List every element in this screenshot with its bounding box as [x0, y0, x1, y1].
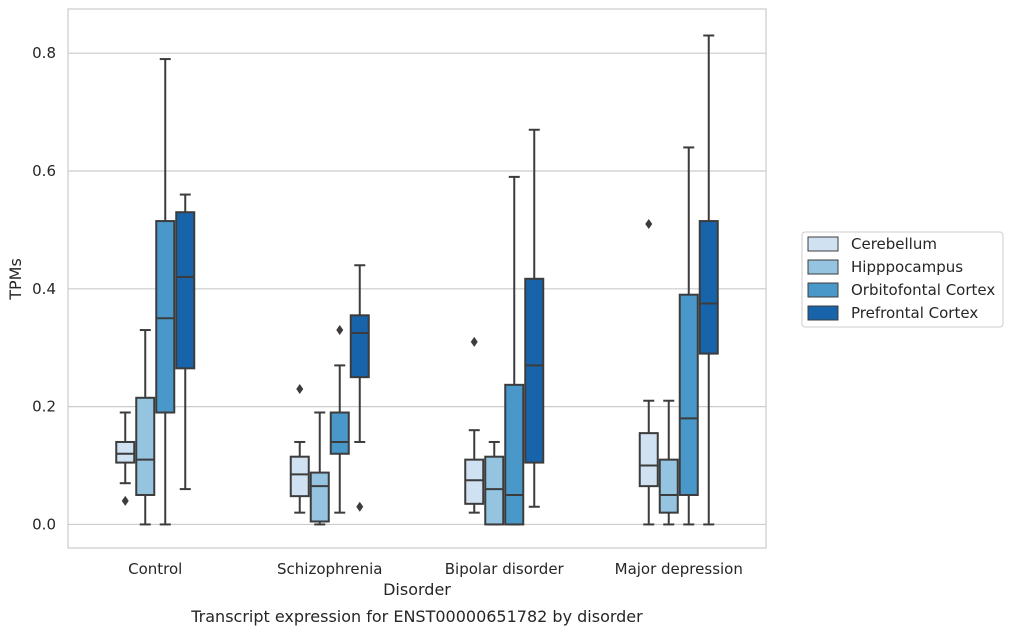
box	[504, 175, 525, 526]
x-tick-label: Major depression	[615, 560, 743, 578]
outlier-point	[645, 219, 653, 230]
box-body	[135, 396, 156, 496]
outlier-point	[356, 501, 364, 512]
box	[484, 440, 505, 526]
y-axis-label: TPMs	[6, 258, 25, 301]
box	[115, 411, 136, 506]
outlier-point	[336, 325, 344, 336]
legend-swatch	[807, 282, 839, 298]
box-body	[638, 432, 659, 488]
legend-entry: Prefrontal Cortex	[851, 304, 978, 322]
y-tick-label: 0.4	[32, 280, 56, 298]
x-axis-label: Disorder	[383, 580, 451, 599]
box-body	[175, 211, 196, 370]
box-body	[464, 458, 485, 505]
plot-frame	[67, 8, 767, 549]
box	[698, 34, 719, 526]
box-body	[155, 220, 176, 414]
box	[464, 336, 485, 514]
y-tick-label: 0.8	[32, 44, 56, 62]
legend-swatch	[807, 259, 839, 275]
legend-swatch	[807, 305, 839, 321]
legend-entry: Cerebellum	[851, 235, 937, 253]
outlier-point	[470, 336, 478, 347]
legend: Cerebellum Hipppocampus Orbitofontal Corte…	[801, 231, 1004, 328]
x-tick-label: Schizophrenia	[277, 560, 382, 578]
box-body	[504, 383, 525, 526]
box-body	[115, 440, 136, 464]
box-body	[698, 220, 719, 355]
box	[638, 219, 659, 526]
box	[175, 193, 196, 491]
box-body	[309, 471, 330, 523]
box	[678, 146, 699, 526]
chart-caption: Transcript expression for ENST0000065178…	[190, 607, 643, 626]
box	[349, 264, 370, 512]
x-tick-labels: Control Schizophrenia Bipolar disorder Majo…	[128, 560, 743, 578]
y-tick-label: 0.0	[32, 515, 56, 533]
legend-entry: Hipppocampus	[851, 258, 963, 276]
outlier-point	[121, 495, 129, 506]
box-body	[524, 277, 545, 464]
box	[524, 128, 545, 508]
outlier-point	[296, 383, 304, 394]
box-body	[678, 293, 699, 496]
x-tick-label: Bipolar disorder	[445, 560, 565, 578]
box	[155, 58, 176, 526]
box	[658, 399, 679, 526]
legend-swatch	[807, 236, 839, 252]
box	[289, 383, 310, 514]
y-tick-labels: 0.0 0.2 0.4 0.6 0.8	[32, 44, 56, 533]
y-tick-label: 0.6	[32, 162, 56, 180]
box-series	[115, 34, 719, 526]
box-body	[658, 458, 679, 514]
box	[329, 325, 350, 514]
legend-entry: Orbitofontal Cortex	[851, 281, 995, 299]
x-tick-label: Control	[128, 560, 182, 578]
box	[309, 411, 330, 526]
box-body	[289, 455, 310, 498]
legend-frame	[801, 231, 1004, 328]
box	[135, 329, 156, 526]
box-body	[349, 314, 370, 379]
box-body	[484, 455, 505, 526]
y-tick-label: 0.2	[32, 398, 56, 416]
box-body	[329, 411, 350, 455]
